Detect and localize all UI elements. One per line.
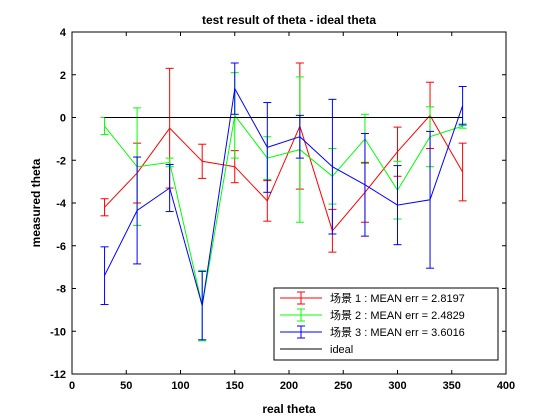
- error-bar: [393, 165, 402, 246]
- legend-box: [273, 287, 499, 361]
- x-tick-label: 400: [497, 380, 515, 392]
- legend-item: 场景 1 : MEAN err = 2.8197: [280, 291, 465, 305]
- legend-label: ideal: [330, 344, 353, 356]
- error-bar: [198, 143, 207, 179]
- y-tick-label: -6: [56, 241, 66, 253]
- error-bar: [165, 164, 174, 213]
- legend-label: 场景 1 : MEAN err = 2.8197: [330, 291, 465, 305]
- series-layer: [100, 62, 467, 342]
- legend-label: 场景 3 : MEAN err = 3.6016: [330, 325, 465, 339]
- error-bar: [100, 198, 109, 217]
- y-tick-label: 2: [60, 70, 66, 82]
- error-bar: [133, 156, 142, 265]
- error-bar: [230, 62, 239, 115]
- plot-frame: [71, 31, 507, 375]
- x-tick-label: 300: [388, 380, 406, 392]
- x-axis-label: real theta: [262, 402, 316, 416]
- legend-item: ideal: [280, 344, 353, 356]
- y-tick-label: 4: [60, 27, 67, 39]
- error-bar: [360, 133, 369, 237]
- y-tick-label: -2: [56, 155, 66, 167]
- x-tick-label: 350: [443, 380, 461, 392]
- x-tick-label: 100: [171, 380, 189, 392]
- y-tick-label: -12: [50, 369, 66, 381]
- x-tick-label: 250: [334, 380, 352, 392]
- legend-item: 场景 2 : MEAN err = 2.4829: [280, 308, 465, 322]
- legend-item: 场景 3 : MEAN err = 3.6016: [280, 325, 465, 339]
- series-3-line: [104, 87, 464, 306]
- legend: 场景 1 : MEAN err = 2.8197 场景 2 : MEAN err …: [273, 287, 499, 361]
- error-bar: [426, 130, 435, 269]
- y-axis-label: measured theta: [29, 158, 43, 247]
- error-bar: [328, 98, 337, 235]
- x-tick-label: 150: [226, 380, 244, 392]
- axis-ticks: 0 50 100 150 200 250 300 350 400 -12 -10 -8 -6 -4 -2 0 2…: [50, 27, 515, 392]
- legend-label: 场景 2 : MEAN err = 2.4829: [330, 308, 465, 322]
- series-2-line: [104, 114, 463, 306]
- error-bar: [295, 114, 304, 159]
- y-tick-label: -10: [50, 326, 66, 338]
- y-tick-label: -4: [56, 198, 67, 210]
- x-tick-label: 0: [69, 380, 75, 392]
- y-tick-label: -8: [56, 284, 66, 296]
- error-bar: [458, 86, 467, 126]
- x-tick-label: 50: [120, 380, 132, 392]
- y-tick-label: 0: [60, 113, 66, 125]
- chart-title: test result of theta - ideal theta: [202, 13, 376, 27]
- error-bar: [198, 270, 207, 341]
- error-bar: [458, 142, 467, 202]
- series-1-line: [104, 114, 464, 232]
- x-tick-label: 200: [280, 380, 298, 392]
- error-bar: [100, 246, 109, 306]
